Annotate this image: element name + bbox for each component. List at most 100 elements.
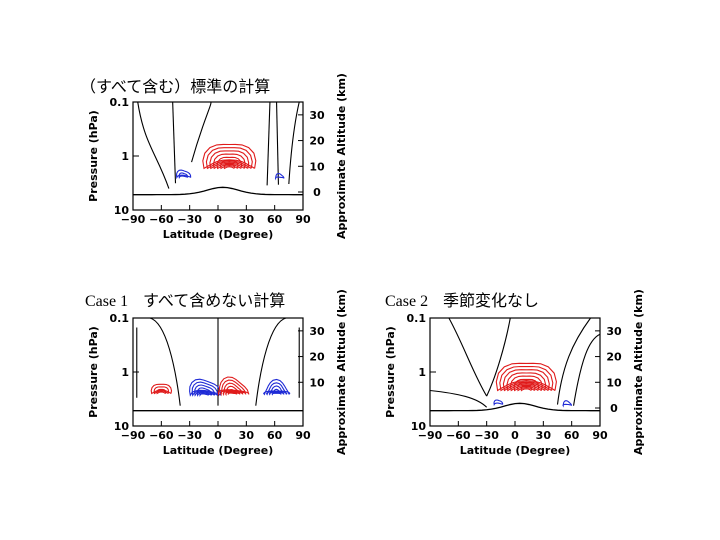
chart-standard: −90 −60 −30 0 30 60 90 0.1 1 10 0 10 20 30 Latitude (D… bbox=[87, 73, 348, 241]
zero-contour bbox=[137, 101, 170, 189]
positive-contour bbox=[502, 369, 550, 392]
negative-contour bbox=[175, 169, 192, 180]
negative-contour bbox=[191, 381, 219, 397]
positive-contour bbox=[499, 365, 554, 392]
x-tick-label: 0 bbox=[214, 213, 222, 226]
panel-title: （すべて含む）標準の計算 bbox=[80, 77, 270, 96]
positive-contour bbox=[506, 372, 547, 392]
zero-contour bbox=[573, 333, 601, 406]
case-label: Case 2 bbox=[385, 293, 428, 310]
x-tick-label: −30 bbox=[177, 213, 202, 226]
y-axis-label: Pressure (hPa) bbox=[87, 110, 100, 202]
x-tick-label: 60 bbox=[564, 429, 580, 442]
y-tick-label: 1 bbox=[418, 366, 426, 379]
negative-contour bbox=[189, 378, 222, 397]
zero-contour bbox=[191, 101, 212, 163]
positive-contour bbox=[153, 386, 170, 395]
x-axis-label: Latitude (Degree) bbox=[460, 444, 571, 457]
zero-contour bbox=[149, 317, 181, 406]
negative-contour bbox=[263, 378, 291, 396]
positive-contour bbox=[212, 153, 246, 170]
x-tick-label: −30 bbox=[474, 429, 499, 442]
positive-contour bbox=[202, 143, 257, 170]
x-tick-label: −90 bbox=[418, 429, 443, 442]
case-label: Case 1 bbox=[85, 293, 128, 310]
positive-contour bbox=[150, 383, 173, 395]
negative-contour bbox=[274, 172, 285, 181]
y-tick-label: 10 bbox=[411, 420, 427, 433]
x-tick-label: −90 bbox=[121, 429, 146, 442]
positive-contour bbox=[205, 147, 253, 170]
y2-tick-label: 10 bbox=[309, 376, 325, 389]
y-tick-label: 10 bbox=[114, 420, 130, 433]
zero-contour bbox=[556, 317, 591, 405]
x-tick-label: 60 bbox=[267, 429, 283, 442]
x-tick-label: −60 bbox=[149, 213, 174, 226]
panel-title: 季節変化なし bbox=[443, 291, 539, 310]
x-tick-label: 30 bbox=[536, 429, 552, 442]
y-axis-label: Pressure (hPa) bbox=[87, 326, 100, 418]
y2-axis-label: Approximate Altitude (km) bbox=[335, 73, 348, 239]
x-tick-label: 30 bbox=[239, 429, 255, 442]
y-axis-label: Pressure (hPa) bbox=[384, 326, 397, 418]
y2-tick-label: 30 bbox=[309, 325, 325, 338]
plot-frame bbox=[429, 317, 601, 427]
x-tick-label: −90 bbox=[121, 213, 146, 226]
x-tick-label: 90 bbox=[295, 213, 311, 226]
positive-contour bbox=[513, 378, 540, 392]
zero-contour bbox=[448, 317, 488, 397]
positive-contour bbox=[509, 375, 543, 392]
y-tick-label: 0.1 bbox=[110, 96, 130, 109]
x-axis-label: Latitude (Degree) bbox=[163, 228, 274, 241]
positive-contour bbox=[209, 150, 250, 170]
panel-title: すべて含めない計算 bbox=[143, 291, 285, 310]
x-tick-label: 90 bbox=[592, 429, 608, 442]
y2-tick-label: 0 bbox=[610, 402, 618, 415]
y-tick-label: 1 bbox=[121, 366, 129, 379]
chart-case2: −90 −60 −30 0 30 60 90 0.1 1 10 0 10 20 30 Latitude (D… bbox=[384, 289, 645, 457]
negative-contour bbox=[268, 385, 285, 396]
negative-contour bbox=[265, 382, 288, 396]
zero-contour bbox=[486, 317, 511, 397]
x-tick-label: −60 bbox=[446, 429, 471, 442]
negative-contour bbox=[194, 384, 216, 397]
x-tick-label: 90 bbox=[295, 429, 311, 442]
x-tick-label: 30 bbox=[239, 213, 255, 226]
y-tick-label: 10 bbox=[114, 204, 130, 217]
zero-contour bbox=[172, 101, 177, 184]
panel-case2: Case 2 季節変化なし bbox=[385, 291, 539, 310]
negative-contour bbox=[178, 172, 189, 179]
x-tick-label: 60 bbox=[267, 213, 283, 226]
x-tick-label: 0 bbox=[214, 429, 222, 442]
negative-contour bbox=[562, 400, 573, 408]
zero-contour bbox=[266, 101, 271, 186]
y2-tick-label: 20 bbox=[309, 351, 325, 364]
chart-case1: −90 −60 −30 0 30 60 90 0.1 1 10 10 20 30 Latitude (De… bbox=[87, 289, 348, 457]
positive-contour bbox=[217, 376, 250, 397]
positive-contour bbox=[216, 156, 243, 170]
x-tick-label: 0 bbox=[511, 429, 519, 442]
y-tick-label: 0.1 bbox=[110, 312, 130, 325]
positive-contour bbox=[222, 382, 244, 397]
positive-contour bbox=[220, 379, 247, 397]
positive-contour bbox=[156, 388, 167, 395]
negative-contour bbox=[196, 387, 213, 397]
y2-tick-label: 20 bbox=[606, 351, 622, 364]
x-tick-label: −30 bbox=[177, 429, 202, 442]
zero-contour bbox=[276, 101, 279, 185]
y2-axis-label: Approximate Altitude (km) bbox=[632, 289, 645, 455]
negative-contour bbox=[493, 399, 504, 406]
zero-contour bbox=[429, 389, 488, 408]
y2-tick-label: 20 bbox=[309, 135, 325, 148]
zero-contour bbox=[288, 101, 300, 185]
panel-standard: （すべて含む）標準の計算 bbox=[80, 77, 270, 96]
positive-contour bbox=[225, 385, 241, 397]
y2-tick-label: 10 bbox=[606, 376, 622, 389]
zero-contour bbox=[255, 317, 287, 406]
y-tick-label: 0.1 bbox=[407, 312, 427, 325]
y2-tick-label: 10 bbox=[309, 160, 325, 173]
negative-contour bbox=[271, 388, 282, 396]
x-axis-label: Latitude (Degree) bbox=[163, 444, 274, 457]
positive-contour bbox=[495, 362, 557, 392]
